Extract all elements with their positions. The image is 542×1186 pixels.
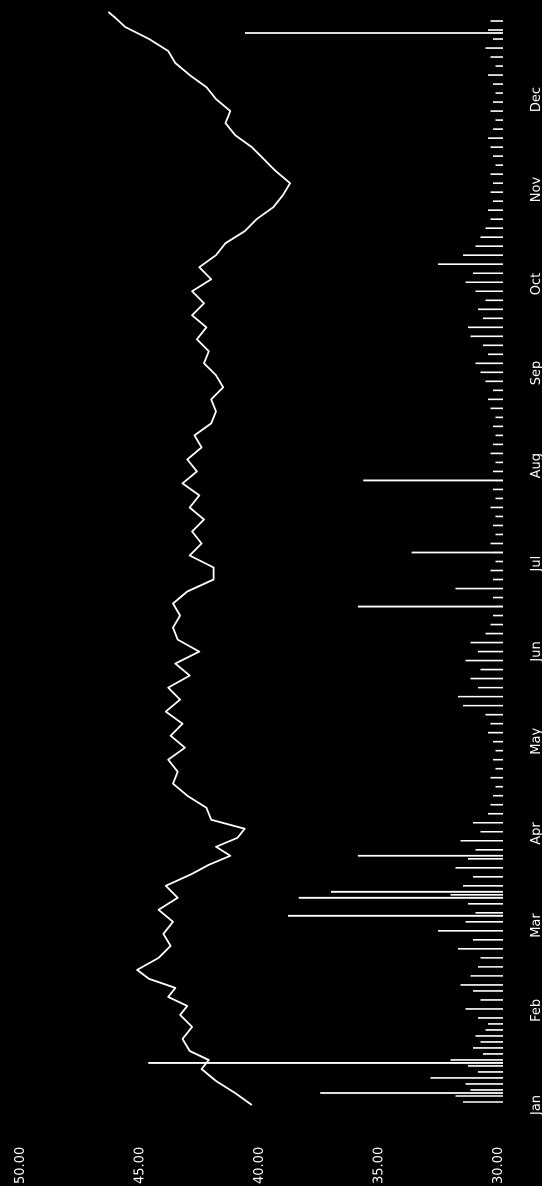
- x-tick-label: Jan: [529, 1095, 542, 1116]
- price-line-layer: [107, 11, 291, 1106]
- volume-bars: [148, 20, 503, 1103]
- y-tick-label: 45.00: [133, 1147, 148, 1184]
- x-tick-label: Dec: [529, 87, 542, 112]
- y-tick-label: 30.00: [491, 1147, 506, 1184]
- y-tick-label: 40.00: [252, 1147, 267, 1184]
- x-tick-label: Jul: [529, 556, 542, 573]
- x-tick-label: Apr: [529, 822, 542, 845]
- y-axis-tick-labels: 30.00 35.00 40.00 45.00 50.00: [13, 1147, 506, 1184]
- x-tick-label: Jun: [529, 641, 542, 662]
- y-tick-label: 50.00: [13, 1147, 28, 1184]
- x-tick-label: Oct: [529, 273, 542, 295]
- x-axis-tick-labels: Jan Feb Mar Apr May Jun Jul Aug Sep Oct Nov Dec: [529, 87, 542, 1116]
- price-line: [107, 11, 291, 1106]
- x-tick-label: Mar: [529, 913, 542, 938]
- y-tick-label: 35.00: [372, 1147, 387, 1184]
- x-tick-label: Aug: [529, 453, 542, 478]
- x-tick-label: Nov: [529, 177, 542, 203]
- x-tick-label: May: [529, 728, 542, 755]
- x-tick-label: Feb: [529, 999, 542, 1022]
- x-tick-label: Sep: [529, 361, 542, 386]
